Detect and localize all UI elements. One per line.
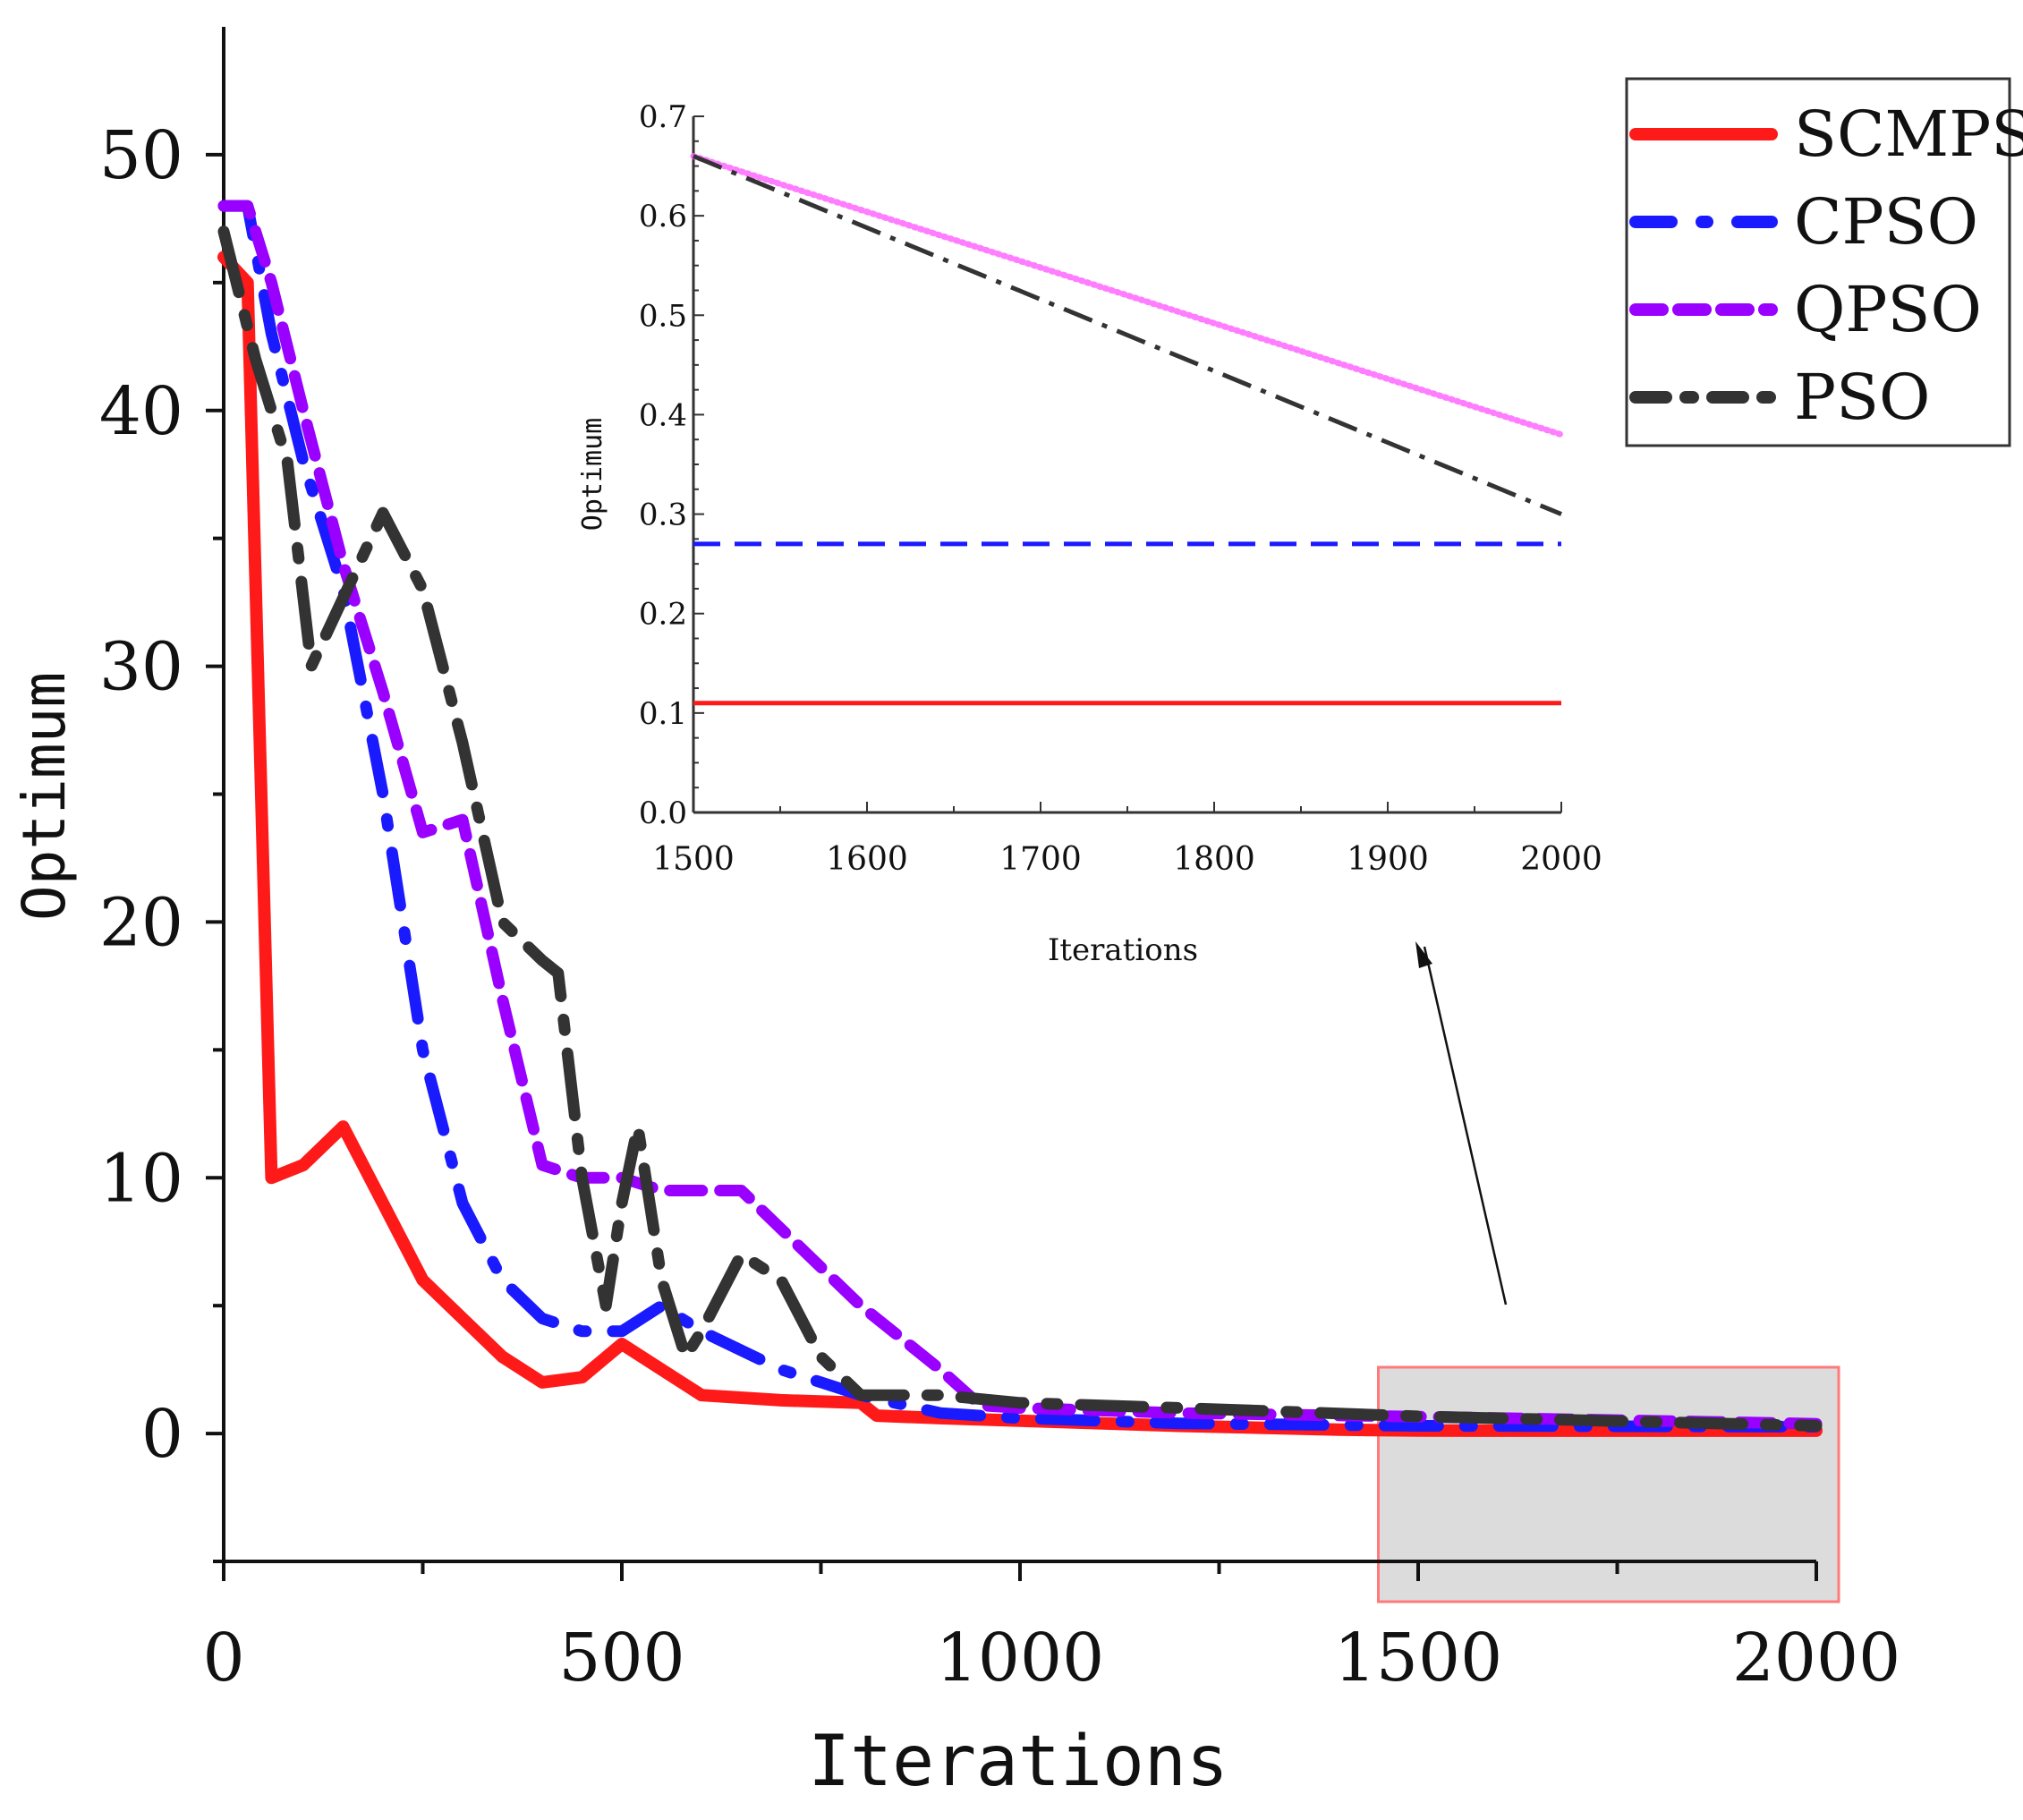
inset-x-tick-label: 1900: [1347, 841, 1429, 878]
zoom-region-box: [1377, 1365, 1840, 1603]
main-x-tick-label: 500: [558, 1620, 684, 1697]
main-series-cpso: [217, 200, 1823, 1433]
inset-y-tick-label: 0.1: [639, 696, 687, 732]
main-x-tick-label: 2000: [1732, 1620, 1900, 1697]
legend-entry-qpso: QPSO: [1629, 273, 1982, 346]
main-x-axis-label: Iterations: [808, 1722, 1228, 1802]
inset-axes: [692, 116, 1561, 814]
inset-y-tick-label: 0.6: [639, 199, 687, 234]
inset-y-tick-label: 0.5: [639, 298, 687, 334]
inset-x-tick-label: 1500: [652, 841, 735, 878]
legend-entry-cpso: CPSO: [1629, 185, 1978, 259]
legend: SCMPSO CPSO QPSO PSO: [1625, 77, 2023, 447]
inset-x-tick-label: 1800: [1173, 841, 1255, 878]
inset-y-tick-labels: 0.0 0.1 0.2 0.3 0.4 0.5 0.6 0.7: [639, 99, 687, 831]
main-y-tick-label: 0: [141, 1396, 183, 1473]
inset-x-tick-label: 1700: [999, 841, 1082, 878]
legend-label: QPSO: [1794, 273, 1982, 346]
main-x-tick-label: 0: [202, 1620, 244, 1697]
main-x-tick-labels: 0 500 1000 1500 2000: [202, 1620, 1900, 1697]
main-y-axis-label: Optimum: [10, 672, 79, 921]
inset-y-tick-label: 0.2: [639, 597, 687, 633]
legend-label: CPSO: [1794, 185, 1978, 259]
main-y-tick-label: 10: [99, 1140, 183, 1217]
inset-series-pso: [693, 154, 1562, 516]
inset-tick-marks: [693, 115, 1562, 813]
inset-y-tick-label: 0.3: [639, 498, 687, 533]
inset-x-tick-labels: 1500 1600 1700 1800 1900 2000: [652, 841, 1602, 878]
main-series-qpso: [217, 200, 1823, 1430]
zoom-arrow: [1423, 946, 1508, 1305]
inset-y-tick-label: 0.7: [639, 99, 687, 135]
main-y-tick-label: 30: [99, 629, 183, 706]
main-x-tick-label: 1500: [1334, 1620, 1502, 1697]
main-y-tick-labels: 0 10 20 30 40 50: [99, 117, 183, 1473]
main-x-tick-label: 1000: [936, 1620, 1104, 1697]
legend-entry-scmpso: SCMPSO: [1629, 98, 2023, 171]
main-series-pso: [217, 225, 1823, 1432]
main-tick-marks: [206, 152, 1818, 1581]
inset-x-tick-label: 1600: [826, 841, 908, 878]
inset-y-axis-label: Optimum: [577, 418, 608, 531]
legend-label: SCMPSO: [1794, 98, 2023, 171]
main-y-tick-label: 50: [99, 117, 183, 194]
inset-y-tick-label: 0.4: [639, 397, 687, 433]
main-series-scmpso: [217, 251, 1823, 1437]
zoom-arrowhead: [1415, 941, 1432, 968]
main-axes: [222, 27, 1816, 1563]
main-y-tick-label: 40: [99, 373, 183, 450]
inset-y-tick-label: 0.0: [639, 795, 687, 831]
inset-series-qpso: [690, 153, 1565, 438]
legend-entry-pso: PSO: [1629, 361, 1930, 434]
legend-label: PSO: [1794, 361, 1930, 434]
main-y-tick-label: 20: [99, 884, 183, 961]
inset-x-tick-label: 2000: [1520, 841, 1602, 878]
inset-series-group: [690, 153, 1565, 706]
main-series-group: [217, 200, 1823, 1437]
inset-x-axis-label: Iterations: [1048, 932, 1198, 968]
